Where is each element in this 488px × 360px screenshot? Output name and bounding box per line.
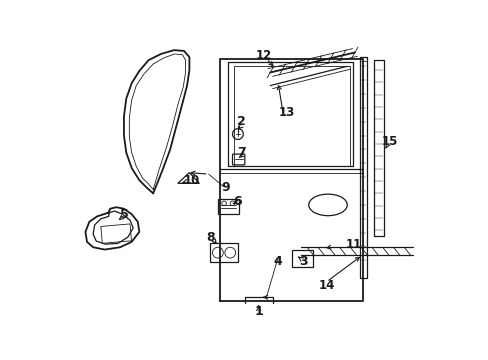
Bar [291,249,313,266]
Circle shape [232,129,243,139]
Circle shape [224,247,235,258]
Circle shape [212,247,223,258]
Circle shape [221,201,226,206]
Text: 11: 11 [345,238,361,251]
Text: 10: 10 [183,174,200,187]
Text: 13: 13 [279,106,295,119]
Text: 15: 15 [381,135,397,148]
Bar [210,243,238,262]
Ellipse shape [308,194,346,216]
Bar [101,224,131,243]
FancyBboxPatch shape [232,154,244,165]
Text: 2: 2 [237,115,245,128]
Bar [218,199,239,214]
Text: 1: 1 [254,305,263,319]
Text: 4: 4 [273,255,282,267]
Text: 5: 5 [120,208,128,221]
Polygon shape [178,172,199,183]
Text: 6: 6 [233,194,242,208]
Text: 3: 3 [299,255,307,267]
Text: 14: 14 [318,279,334,292]
Circle shape [230,201,234,206]
Text: 7: 7 [237,146,245,159]
Text: 9: 9 [221,181,229,194]
Text: 12: 12 [255,49,272,62]
Text: 8: 8 [206,231,215,244]
